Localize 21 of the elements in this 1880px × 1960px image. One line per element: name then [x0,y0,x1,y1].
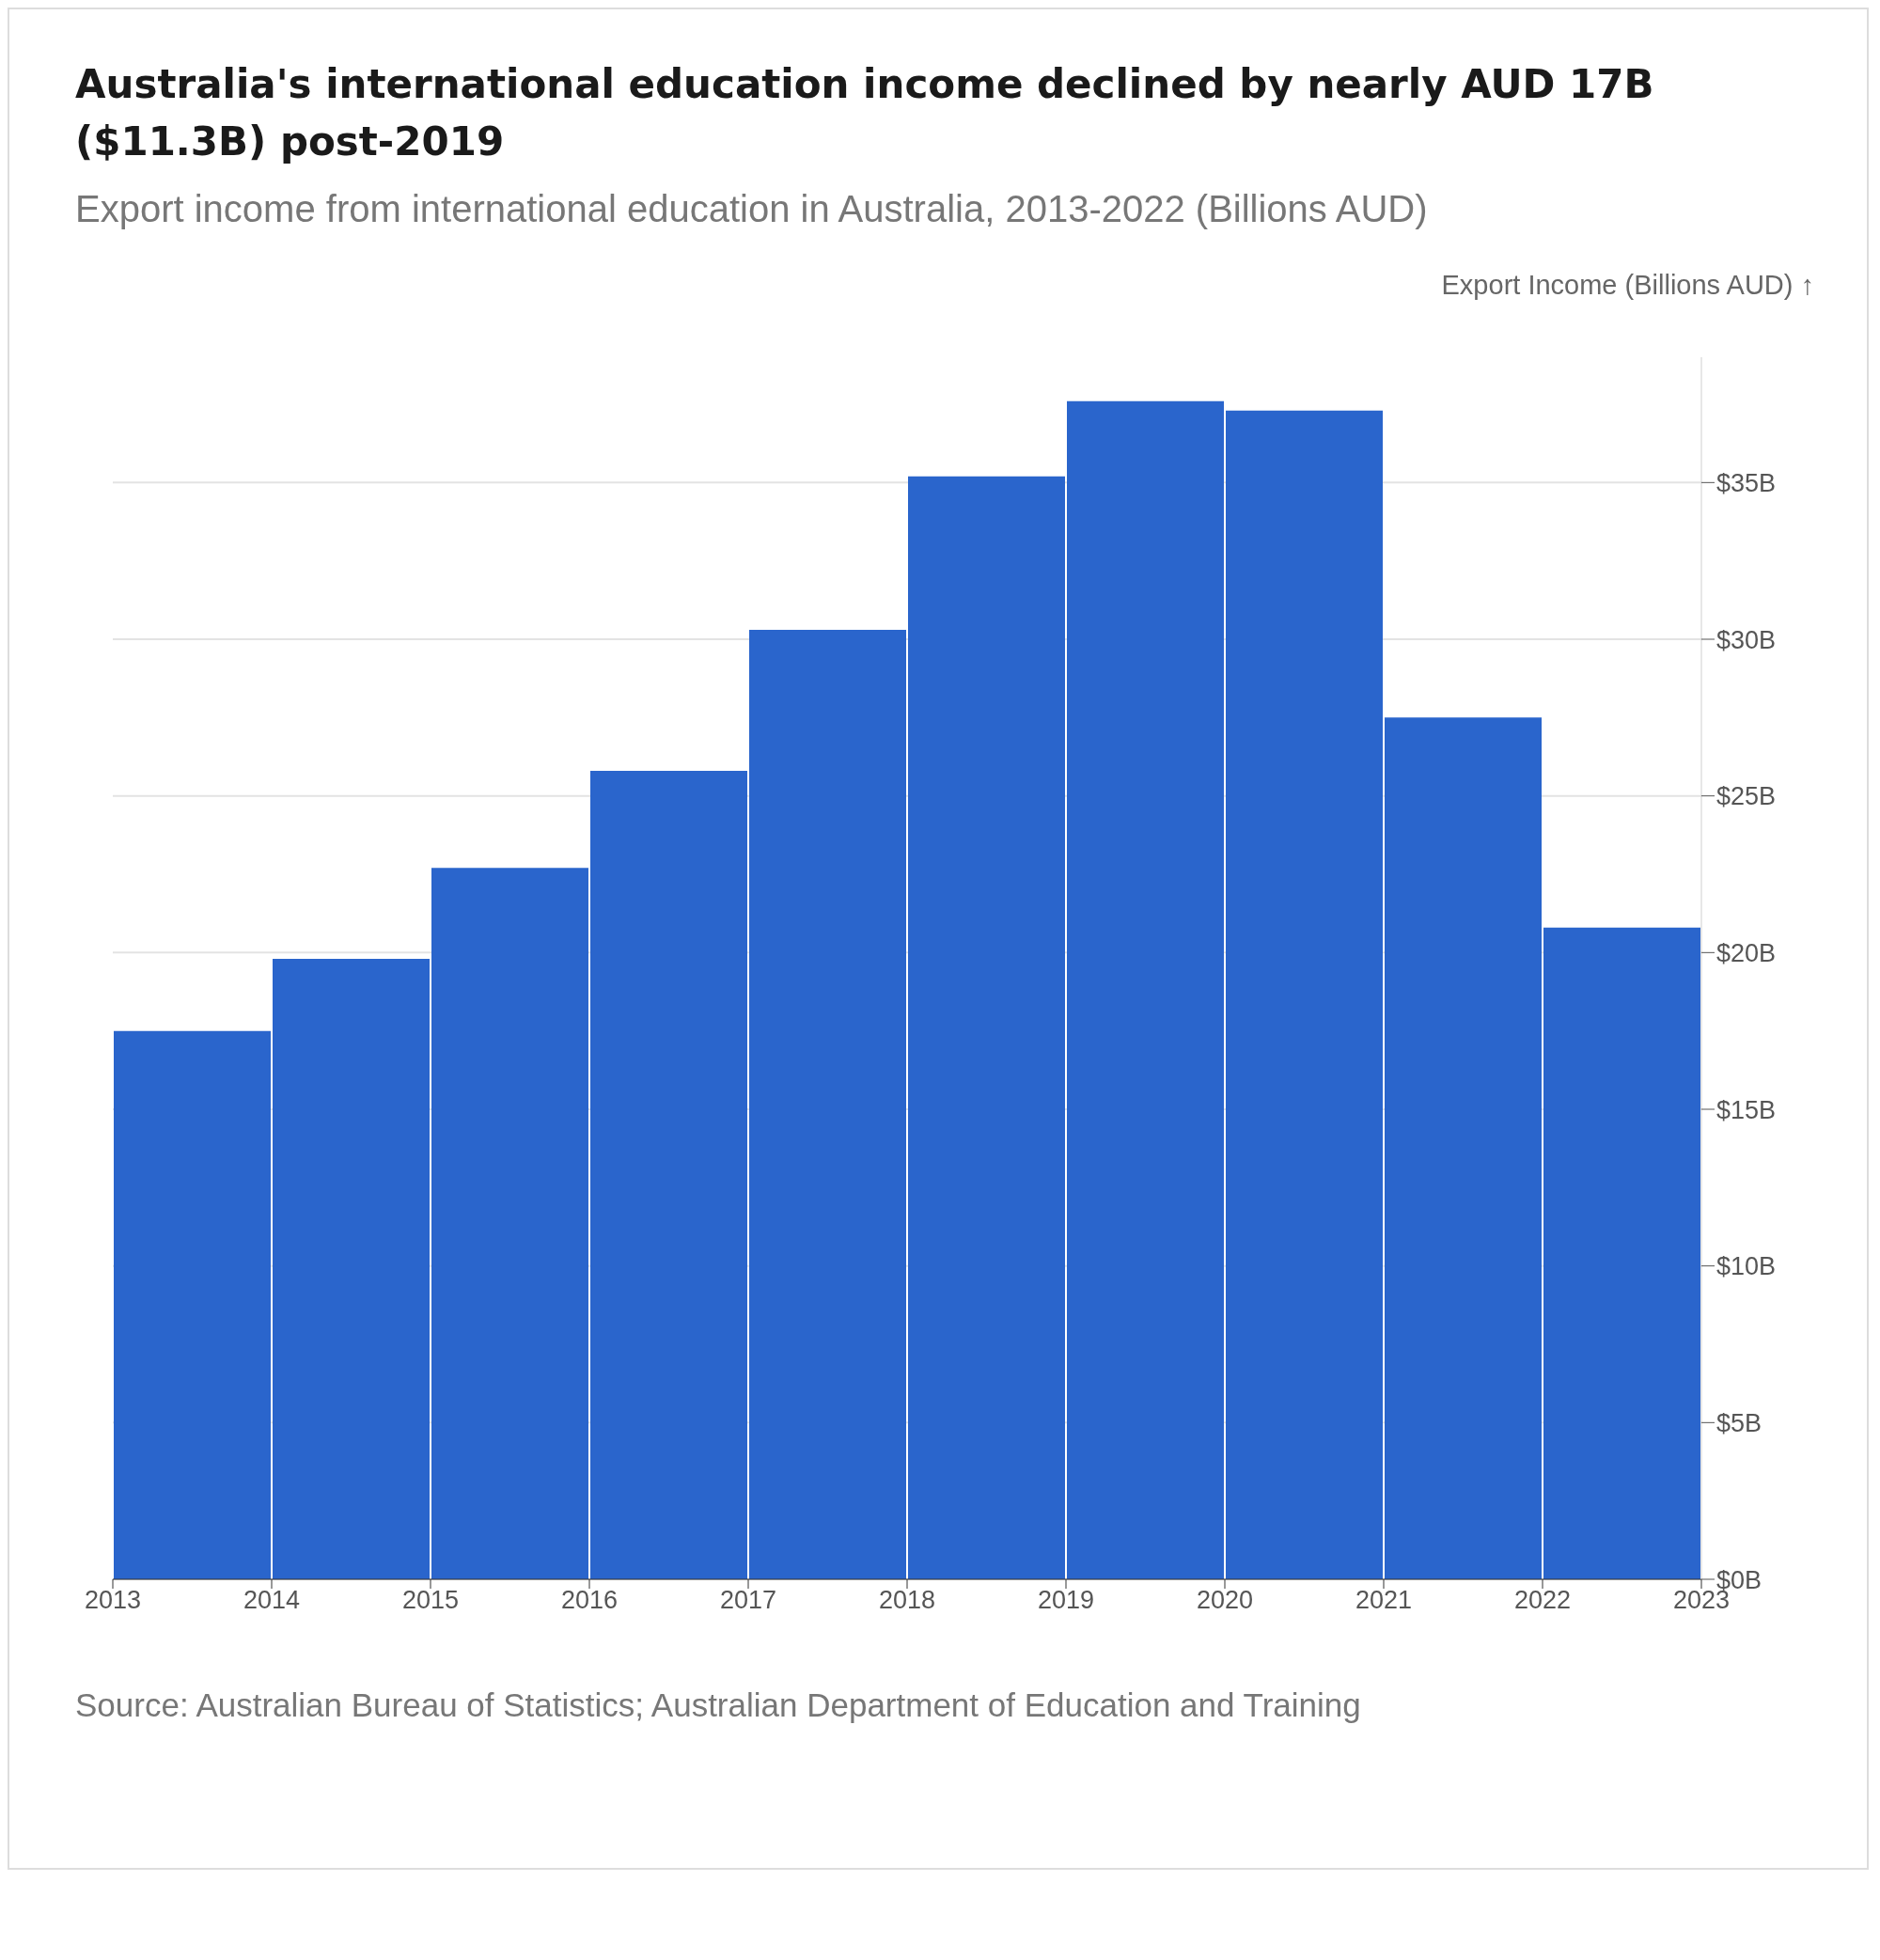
x-tick-label: 2019 [1037,1585,1095,1614]
x-tick-label: 2013 [84,1585,142,1614]
x-tick-label: 2014 [243,1585,301,1614]
y-tick-label: $20B [1716,938,1777,967]
y-tick-label: $15B [1716,1095,1777,1124]
chart-subtitle: Export income from international education in Australia, 2013-2022 (Billions AUD) [75,187,1429,230]
x-tick-label: 2016 [560,1585,619,1614]
x-tick-label: 2017 [719,1585,777,1614]
y-axis-title: Export Income (Billions AUD) ↑ [1440,269,1815,301]
y-tick-label: $35B [1716,468,1777,497]
x-tick-label: 2020 [1196,1585,1254,1614]
y-tick-label: $25B [1716,782,1777,811]
x-tick-label: 2015 [401,1585,460,1614]
chart-title: Australia's international education income declined by nearly AUD 17B ($11.3B) post-2019 [75,60,1655,166]
y-tick-label: $10B [1716,1252,1777,1281]
x-tick-label: 2022 [1513,1585,1572,1614]
y-tick-label: $5B [1716,1408,1762,1437]
x-tick-label: 2021 [1355,1585,1413,1614]
x-tick-label: 2018 [878,1585,936,1614]
source-note: Source: Australian Bureau of Statistics; Australian Department of Education and Training [75,1685,1362,1725]
y-tick-label: $30B [1716,625,1777,654]
